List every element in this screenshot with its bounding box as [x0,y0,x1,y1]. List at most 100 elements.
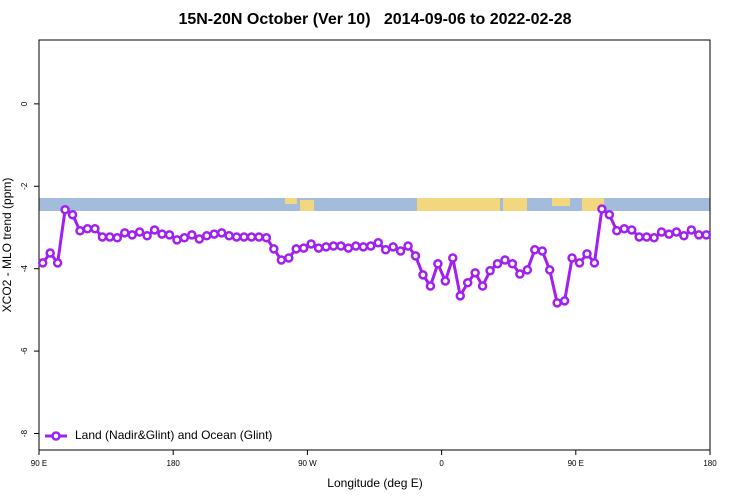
y-axis-label: XCO2 - MLO trend (ppm) [0,178,14,313]
data-point [612,226,622,236]
map-band [39,198,710,211]
data-point [515,269,525,279]
y-tick-label: -4 [20,265,29,273]
data-point [641,232,652,242]
data-point [97,232,108,242]
data-point [522,265,533,275]
data-point [321,242,331,252]
data-point [380,244,391,255]
x-tick-label: 0 [439,459,444,468]
data-point [343,243,354,253]
data-point [134,227,145,237]
legend-label: Land (Nadir&Glint) and Ocean (Glint) [75,428,272,442]
x-tick-label: 90 W [298,459,317,468]
data-point [574,258,585,268]
data-point [67,209,78,220]
data-point [544,265,555,275]
data-point [462,277,473,288]
data-point [470,268,480,278]
data-point [373,237,383,248]
data-point [686,225,697,235]
data-point [388,242,398,252]
data-point [604,209,615,220]
data-point [328,241,339,251]
data-point [694,230,704,240]
data-point [410,251,421,261]
data-point [500,255,510,265]
data-point [157,229,167,239]
data-point [395,246,406,256]
data-point [202,230,212,241]
data-point [306,239,316,249]
x-tick-label: 180 [167,459,181,468]
data-point [649,233,659,243]
chart-title: 15N-20N October (Ver 10) 2014-09-06 to 2… [178,11,571,28]
data-point [216,228,227,238]
data-point [589,258,600,268]
data-point [552,298,562,308]
data-point [82,223,93,234]
data-point [559,296,570,306]
plot-frame [38,39,711,451]
data-point [485,266,495,276]
data-point [60,205,70,215]
data-point [455,291,465,301]
data-point [52,258,63,268]
data-point [671,227,682,237]
data-point [172,235,182,245]
data-point [187,230,197,240]
data-point [358,242,369,252]
data-point [634,232,644,242]
data-point [284,253,294,263]
data-point [179,233,190,243]
data-point [530,244,540,255]
data-point [119,228,130,238]
data-point [418,270,428,280]
data-point [679,230,689,241]
data-point [105,232,115,242]
data-point [656,227,667,237]
data-point [313,243,324,253]
data-point [45,248,55,258]
x-tick-label: 90 E [568,459,584,468]
data-point [626,225,637,235]
data-point [142,230,152,241]
data-point [164,230,175,240]
y-tick-label: -6 [20,347,29,355]
data-point [276,255,287,265]
y-tick-label: 0 [20,101,29,106]
data-point [537,246,547,256]
data-point [701,230,712,240]
data-point [448,253,458,263]
data-point [433,258,443,269]
data-point [239,232,249,242]
data-point [425,281,436,291]
data-point [209,229,219,239]
series-line [41,207,707,305]
data-point [619,223,630,234]
data-point [351,241,361,251]
data-point [477,281,488,291]
data-point [127,230,137,240]
data-point [90,223,100,234]
data-point [440,276,451,286]
x-axis-label: Longitude (deg E) [327,476,422,490]
data-point [254,232,264,242]
data-point [366,241,376,251]
data-point [567,253,577,263]
data-point [582,249,592,259]
data-point [224,230,234,241]
data-point [269,244,279,254]
data-point [194,234,205,244]
data-point [75,226,85,236]
data-point [261,233,272,243]
data-point [112,233,123,243]
data-point [149,225,160,235]
legend-marker [51,431,61,441]
data-point [507,258,518,269]
y-tick-label: -2 [20,182,29,190]
data-point [664,229,674,239]
data-point [336,241,346,251]
data-point [492,258,503,269]
